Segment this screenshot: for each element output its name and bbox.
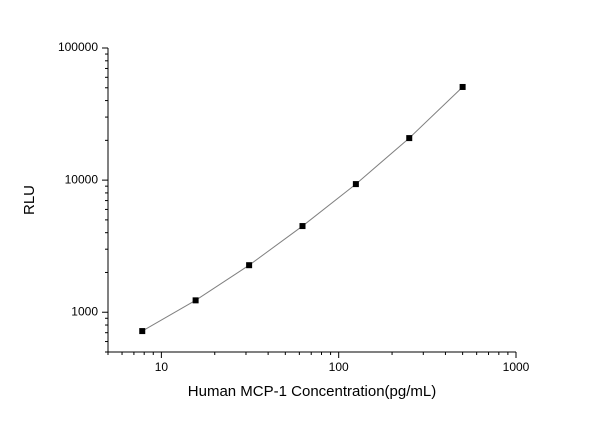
data-point xyxy=(299,223,306,230)
data-point xyxy=(139,328,146,335)
y-axis-title: RLU xyxy=(21,185,38,215)
x-axis-title: Human MCP-1 Concentration(pg/mL) xyxy=(188,383,436,400)
data-point xyxy=(192,297,199,304)
data-point xyxy=(406,135,413,142)
x-tick-label: 1000 xyxy=(503,360,530,374)
fit-line xyxy=(141,86,463,332)
data-point xyxy=(352,181,359,188)
data-point xyxy=(246,262,253,269)
x-tick-label: 100 xyxy=(329,360,349,374)
y-tick-label: 100000 xyxy=(58,40,98,54)
data-point xyxy=(459,83,466,90)
y-tick-label: 1000 xyxy=(71,304,98,318)
x-tick-label: 10 xyxy=(155,360,169,374)
y-tick-label: 10000 xyxy=(65,172,99,186)
